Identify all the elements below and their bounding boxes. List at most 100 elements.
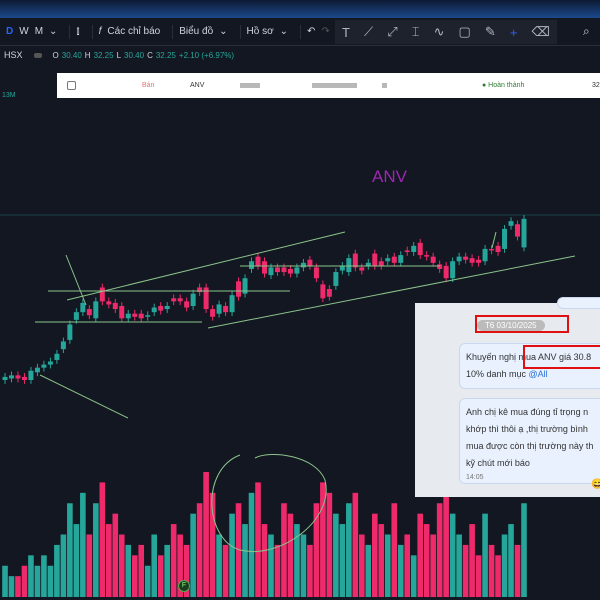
chat-panel: T6 03/10/2025 Khuyến nghị mua ANV giá 30… <box>415 297 600 497</box>
candle <box>398 255 404 263</box>
volume-bar <box>170 524 177 597</box>
candle <box>443 265 449 279</box>
candle <box>86 309 92 316</box>
arrow-up-line <box>491 231 497 249</box>
candle <box>54 353 60 360</box>
candle <box>489 248 495 251</box>
candle <box>411 245 417 253</box>
candle <box>495 245 501 253</box>
volume-bar <box>307 544 313 597</box>
eraser-icon[interactable]: ⌫ <box>531 24 550 39</box>
candle <box>216 304 222 314</box>
zoom-icon[interactable]: ⌕ <box>583 24 590 38</box>
candle <box>307 259 313 266</box>
previous-message <box>557 297 600 309</box>
volume-bar <box>449 513 456 597</box>
volume-bar <box>216 534 222 597</box>
message-text: khớp thì thôi ạ ,thị trường bình <box>466 424 588 434</box>
ray-icon[interactable]: ⤢ <box>387 24 398 39</box>
candle <box>281 267 287 273</box>
volume-bar <box>93 503 99 597</box>
row-checkbox[interactable] <box>67 81 76 90</box>
volume-bar <box>235 503 242 597</box>
high-value: 32.25 <box>93 50 114 60</box>
volume-bar <box>281 503 287 597</box>
drawing-toolbar: T ⟋ ⤢ ⌶ ∿ ▢ ✎ + ⌫ <box>335 20 557 44</box>
volume-label: 13M <box>2 92 16 99</box>
volume-bar <box>378 524 385 597</box>
candle <box>203 287 209 310</box>
order-row[interactable]: Bán ANV ● Hoàn thành 32 <box>57 73 600 98</box>
chart-type-button[interactable]: Biểu đồ <box>179 26 214 37</box>
profile-button[interactable]: Hồ sơ <box>246 26 274 37</box>
timeframe-week[interactable]: W <box>19 26 29 37</box>
trendline-icon[interactable]: ⟋ <box>364 24 374 39</box>
timeframe-month[interactable]: M <box>34 26 44 37</box>
order-side: Bán <box>142 82 155 89</box>
candle <box>242 278 248 294</box>
mention-link[interactable]: @All <box>528 369 548 379</box>
candle <box>184 301 190 308</box>
candle <box>171 298 177 302</box>
volume-bar <box>462 544 469 597</box>
volume-bar <box>125 544 132 597</box>
crosshair-icon[interactable]: + <box>509 24 518 40</box>
volume-bar <box>436 503 443 597</box>
brush-icon[interactable]: ✎ <box>484 24 496 39</box>
volume-bar <box>495 555 501 597</box>
volume-bar <box>320 482 326 597</box>
volume-bar <box>229 513 235 597</box>
candle <box>404 250 410 253</box>
candle <box>359 267 365 271</box>
event-marker-icon[interactable]: F <box>178 580 190 592</box>
candle-type-icon[interactable]: ⫾ <box>76 26 80 37</box>
volume-bar <box>514 544 521 597</box>
candle <box>223 305 229 313</box>
volume-bar <box>2 565 8 597</box>
volume-bar <box>359 534 365 597</box>
chat-message[interactable]: Khuyến nghị mua ANV giá 30.8 10% danh mụ… <box>459 343 600 389</box>
reaction-icon[interactable]: 😄 <box>591 479 600 490</box>
candle <box>145 315 151 317</box>
candle <box>294 267 300 274</box>
candle <box>521 218 527 248</box>
path-icon[interactable]: ∿ <box>433 24 445 39</box>
chat-message[interactable]: Anh chị kê mua đúng tỉ trọng n khớp thì … <box>459 398 600 484</box>
candle <box>177 298 183 302</box>
message-text: 10% danh mục <box>466 369 529 379</box>
volume-bar <box>456 534 462 597</box>
channel-lower-line <box>207 255 576 329</box>
volume-bar <box>521 503 527 597</box>
cursor-text-icon[interactable]: ⌶ <box>411 24 420 39</box>
volume-circle <box>211 453 327 552</box>
candle <box>210 309 216 317</box>
candle <box>430 256 436 263</box>
rectangle-icon[interactable]: ▢ <box>458 24 471 39</box>
volume-bar <box>157 555 164 597</box>
candle <box>391 256 397 263</box>
candle <box>463 256 469 260</box>
candle <box>255 256 261 266</box>
redo-icon[interactable]: ↷ <box>321 26 330 37</box>
chevron-down-icon[interactable]: ⌄ <box>49 26 58 37</box>
volume-bar <box>8 576 15 597</box>
volume-bar <box>183 544 190 597</box>
open-value: 30.40 <box>61 50 82 60</box>
text-icon[interactable]: T <box>342 24 350 40</box>
undo-icon[interactable]: ↶ <box>307 26 316 37</box>
volume-bar <box>397 544 404 597</box>
volume-bar <box>131 555 138 597</box>
volume-bar <box>313 503 320 597</box>
candle <box>47 361 53 365</box>
volume-bar <box>417 513 423 597</box>
collapse-icon[interactable] <box>33 52 42 58</box>
candle <box>158 305 164 311</box>
candle <box>313 267 319 279</box>
volume-bar <box>54 544 60 597</box>
candle <box>73 312 79 320</box>
date-separator: T6 03/10/2025 <box>477 320 545 331</box>
timeframe-day[interactable]: D <box>6 26 14 37</box>
volume-bar <box>47 565 54 597</box>
indicators-button[interactable]: Các chỉ báo <box>107 26 161 37</box>
